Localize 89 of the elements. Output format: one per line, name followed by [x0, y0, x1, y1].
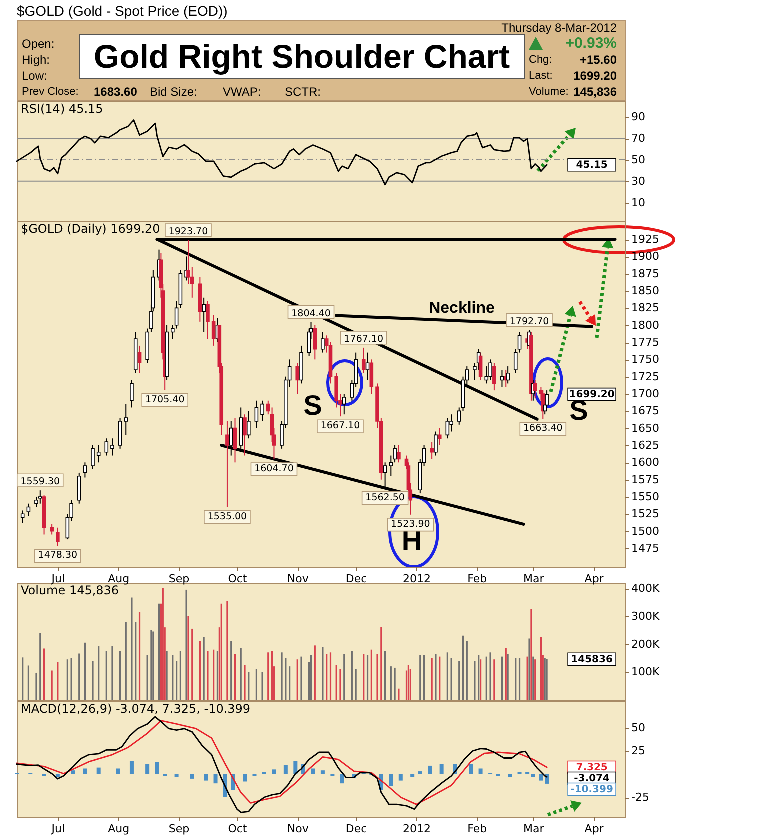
text: Open: — [22, 36, 55, 52]
y-tick-label: 1575 — [632, 473, 660, 486]
y-tick-label: 1725 — [632, 370, 660, 384]
y-tick-label: 1825 — [632, 302, 660, 315]
y-tick-label: 1500 — [632, 524, 660, 538]
chart-title: RSI(14) 45.15 — [21, 102, 104, 116]
annotation: 1535.00 — [208, 511, 248, 522]
annotation: 1923.70 — [168, 226, 208, 238]
x-tick-label: Dec — [346, 572, 368, 586]
x-tick-label: Aug — [108, 572, 130, 586]
text: Thursday 8-Mar-2012 — [502, 20, 617, 36]
chart-title: MACD(12,26,9) -3.074, 7.325, -10.399 — [21, 702, 251, 716]
y-tick-label: 50 — [632, 153, 646, 166]
annotation: 1604.70 — [254, 463, 294, 474]
y-tick-label: 1625 — [632, 438, 660, 452]
x-tick-label: Jul — [50, 572, 66, 586]
chart-title: $GOLD (Daily) 1699.20 — [21, 222, 160, 236]
y-tick-label: 1550 — [632, 490, 660, 504]
y-tick-label: 1850 — [632, 284, 660, 298]
annotation: 1767.10 — [344, 334, 384, 345]
y-tick-label: 1875 — [632, 267, 660, 280]
text: High: — [22, 52, 50, 68]
text: Low: — [22, 68, 48, 84]
text: VWAP: — [223, 84, 262, 100]
y-tick-label: 300K — [632, 610, 660, 623]
x-tick-label: Apr — [584, 572, 604, 586]
y-tick-label: 1475 — [632, 542, 660, 555]
y-tick-label: 1700 — [632, 388, 660, 400]
y-tick-label: 1675 — [632, 404, 660, 418]
x-tick-label: Feb — [468, 572, 488, 586]
annotation: -10.399 — [570, 784, 614, 796]
y-tick-label: 1900 — [632, 250, 660, 264]
y-tick-label: 1775 — [632, 336, 660, 350]
x-tick-label: Oct — [228, 822, 248, 836]
annotation: 45.15 — [576, 160, 608, 172]
y-tick-label: 1800 — [632, 318, 660, 332]
x-tick-label: Mar — [524, 572, 545, 586]
x-tick-label: Feb — [468, 822, 488, 836]
annotation: 1562.50 — [366, 492, 405, 504]
y-tick-label: 30 — [632, 174, 646, 188]
annotation: 145836 — [571, 654, 613, 666]
text: Gold Right Shoulder Chart — [79, 34, 525, 79]
y-tick-label: 1600 — [632, 456, 660, 470]
y-tick-label: 50 — [632, 721, 646, 734]
y-tick-label: 400K — [632, 582, 660, 596]
annotation: Neckline — [429, 300, 496, 317]
annotation: 1667.10 — [320, 420, 360, 432]
annotation: 7.325 — [576, 762, 608, 774]
x-tick-label: 2012 — [402, 572, 431, 586]
text: SCTR: — [285, 84, 321, 100]
x-tick-label: Dec — [346, 822, 368, 836]
annotation: 1792.70 — [510, 316, 550, 328]
y-tick-label: 70 — [632, 132, 646, 145]
annotation: 1523.90 — [390, 518, 430, 530]
annotation: 1705.40 — [145, 394, 185, 406]
y-tick-label: 90 — [632, 110, 646, 124]
x-tick-label: 2012 — [402, 822, 431, 836]
x-tick-label: Oct — [228, 572, 248, 586]
x-tick-label: Mar — [524, 822, 545, 836]
x-tick-label: Jul — [50, 822, 66, 836]
x-tick-label: Sep — [168, 572, 190, 586]
text: Volume: 145,836 — [529, 84, 617, 100]
annotation: 1478.30 — [38, 550, 78, 562]
y-tick-label: 100K — [632, 666, 660, 679]
x-tick-label: Nov — [287, 822, 310, 836]
text: $GOLD (Gold - Spot Price (EOD)) — [17, 3, 228, 19]
y-tick-label: -25 — [632, 791, 650, 804]
annotation: S — [304, 390, 322, 421]
y-tick-label: 1525 — [632, 508, 660, 521]
annotation: 1663.40 — [524, 423, 563, 434]
text: Prev Close: 1683.60 — [22, 85, 138, 99]
y-tick-label: 1925 — [632, 233, 660, 246]
chart-title: Volume 145,836 — [21, 584, 120, 598]
annotation: 1559.30 — [20, 476, 60, 488]
text: +0.93% — [566, 35, 617, 52]
y-tick-label: 1650 — [632, 422, 660, 435]
text: Chg: +15.60 — [529, 53, 617, 67]
x-tick-label: Apr — [584, 822, 604, 836]
x-tick-label: Sep — [168, 822, 190, 836]
y-tick-label: 10 — [632, 196, 646, 210]
text: Last: 1699.20 — [529, 69, 617, 83]
x-tick-label: Nov — [287, 572, 310, 586]
y-tick-label: 200K — [632, 638, 660, 651]
x-tick-label: Aug — [108, 822, 130, 836]
annotation: -3.074 — [574, 774, 610, 785]
text: Bid Size: — [150, 84, 198, 100]
annotation: 1804.40 — [292, 308, 331, 320]
y-tick-label: 25 — [632, 744, 646, 758]
y-tick-label: 1750 — [632, 353, 660, 366]
